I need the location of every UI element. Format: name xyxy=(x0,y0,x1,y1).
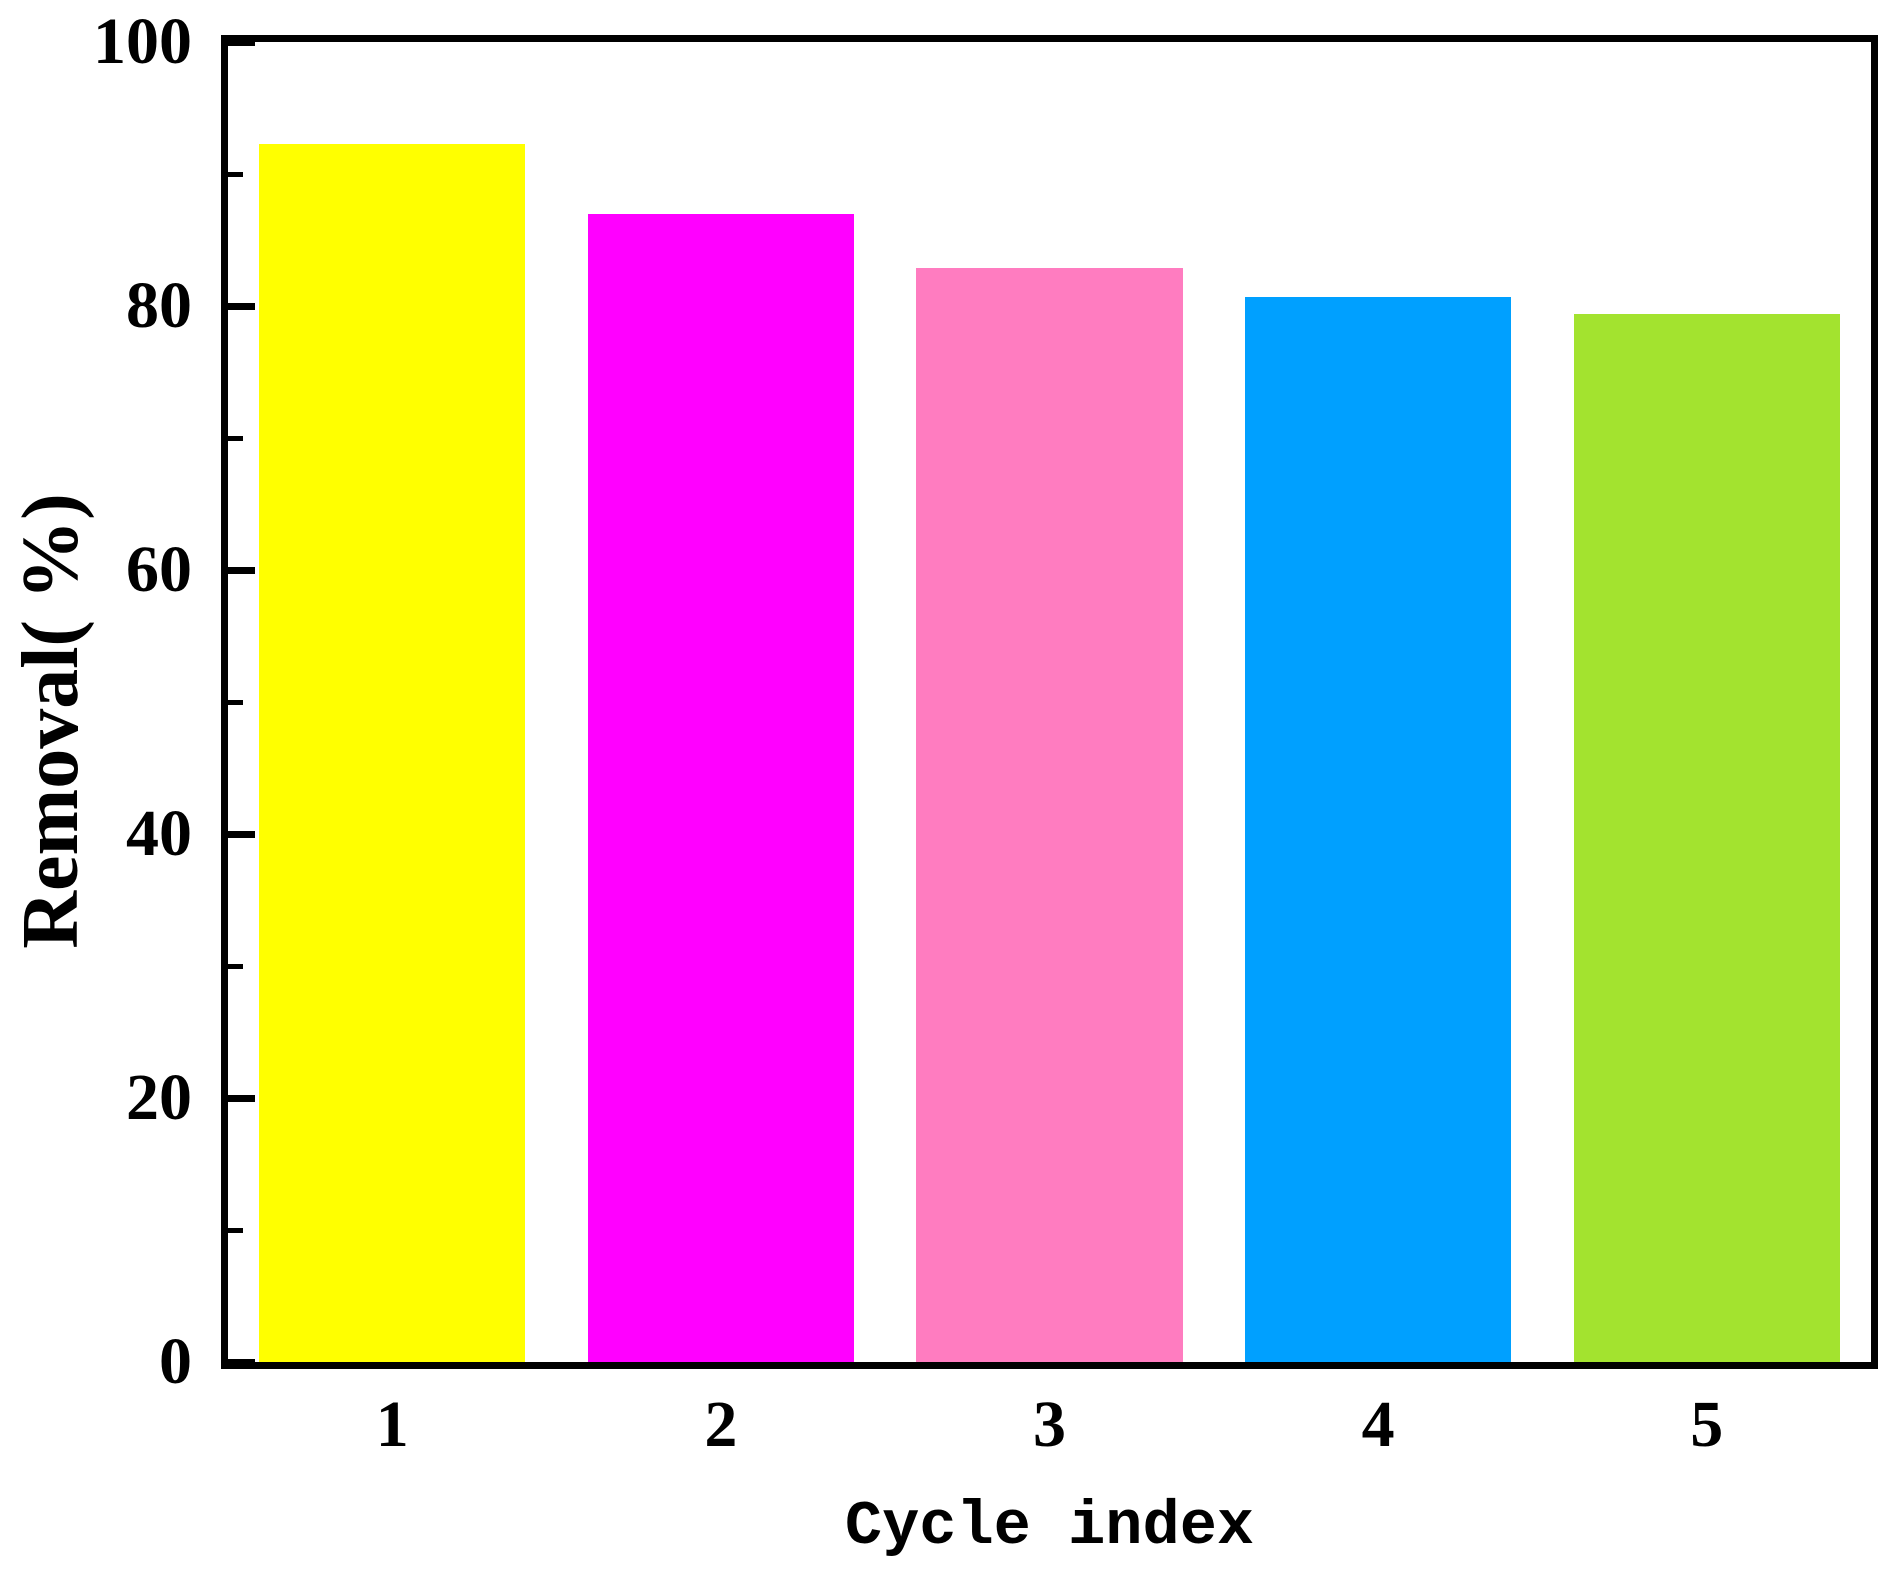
bar-cycle-2 xyxy=(587,213,854,1362)
y-axis-major-tick xyxy=(228,42,255,46)
x-tick-label: 5 xyxy=(1690,1388,1724,1461)
y-axis-major-tick xyxy=(228,302,255,310)
bar-cycle-5 xyxy=(1573,313,1840,1362)
x-tick-label: 4 xyxy=(1361,1388,1395,1461)
y-axis-minor-tick xyxy=(228,1227,243,1233)
x-tick-label: 3 xyxy=(1033,1388,1066,1461)
bar-cycle-3 xyxy=(916,267,1183,1362)
y-axis-minor-tick xyxy=(228,699,243,705)
y-axis-minor-tick xyxy=(228,171,243,177)
plot-frame xyxy=(221,35,1878,1369)
y-tick-label: 60 xyxy=(126,533,192,606)
bar-cycle-4 xyxy=(1245,296,1512,1362)
x-tick-label: 1 xyxy=(375,1388,409,1461)
y-tick-label: 80 xyxy=(126,269,192,342)
y-axis-major-tick xyxy=(228,566,255,574)
y-tick-label: 20 xyxy=(126,1061,192,1134)
y-tick-label: 40 xyxy=(126,797,192,870)
y-tick-label: 100 xyxy=(93,5,192,78)
y-axis-major-tick xyxy=(228,1094,255,1102)
x-tick-label: 2 xyxy=(704,1388,738,1461)
x-axis-title: Cycle index xyxy=(844,1491,1255,1562)
y-axis-major-tick xyxy=(228,830,255,838)
y-axis-major-tick xyxy=(228,1358,255,1362)
y-tick-label: 0 xyxy=(159,1325,192,1398)
y-axis-minor-tick xyxy=(228,963,243,969)
y-axis-minor-tick xyxy=(228,435,243,441)
bar-cycle-1 xyxy=(259,143,526,1362)
